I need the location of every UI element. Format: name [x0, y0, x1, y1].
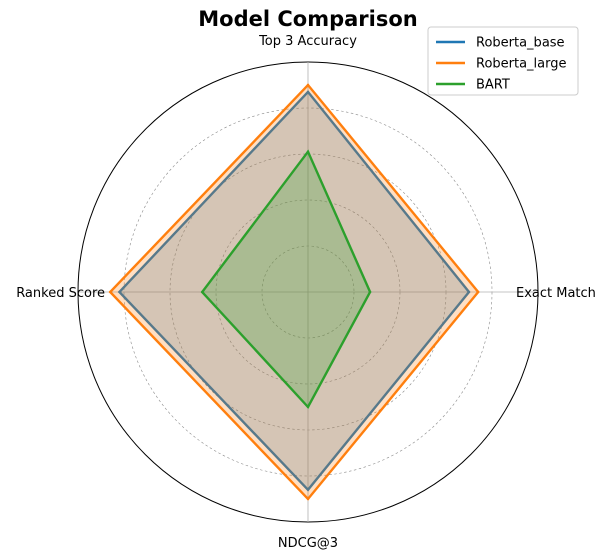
radar-grid: [77, 61, 539, 523]
series-fill: [110, 85, 479, 499]
data-point: [306, 83, 310, 87]
legend-label: Roberta_base: [476, 36, 565, 51]
axis-label: Ranked Score: [16, 286, 105, 301]
data-point: [477, 290, 480, 294]
data-point: [201, 290, 204, 294]
data-point: [109, 290, 112, 294]
data-point: [368, 290, 372, 294]
data-point: [306, 488, 310, 491]
data-point: [118, 290, 121, 294]
data-point: [306, 405, 310, 409]
data-point: [306, 90, 310, 94]
series-fill: [119, 91, 470, 490]
axis-labels: Exact Match Top 3 Accuracy Ranked Score NDC…: [16, 34, 596, 551]
data-point: [467, 290, 471, 294]
series-fill: [202, 151, 371, 407]
series-layer: [108, 83, 480, 501]
legend-label: BART: [476, 78, 510, 93]
legend: Roberta_base Roberta_large BART: [427, 26, 579, 96]
chart-title: Model Comparison: [198, 7, 417, 31]
data-point: [306, 497, 310, 501]
data-point: [306, 150, 310, 153]
axis-label: NDCG@3: [278, 536, 338, 551]
legend-label: Roberta_large: [476, 57, 567, 72]
legend-box: [427, 26, 579, 96]
axis-label: Exact Match: [516, 286, 596, 301]
axis-label: Top 3 Accuracy: [258, 34, 357, 49]
